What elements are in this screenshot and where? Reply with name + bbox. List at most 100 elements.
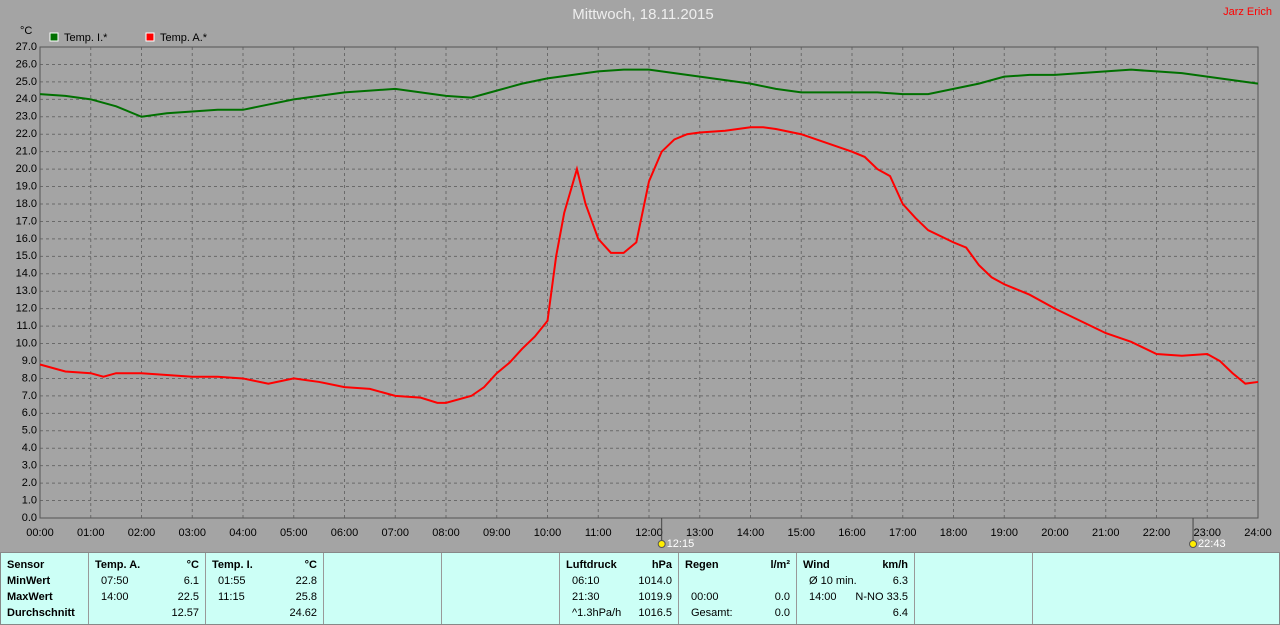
x-tick-label: 14:00 (737, 527, 765, 539)
table-row: 21:30 1019.9 (566, 589, 672, 605)
sun-icon (657, 540, 666, 548)
table-row: Durchschnitt (7, 605, 82, 621)
x-tick-label: 12:00 (635, 527, 663, 539)
column-header: Luftdruck (566, 559, 617, 571)
series-line (39, 68, 1259, 118)
table-column: Sensor MinWert MaxWert Durchschnitt (1, 553, 89, 624)
x-tick-label: 05:00 (280, 527, 308, 539)
y-tick-label: 6.0 (22, 407, 37, 419)
cell-value: 12.57 (171, 607, 199, 619)
legend-label: Temp. I.* (64, 32, 108, 44)
x-tick-label: 04:00 (229, 527, 257, 539)
y-tick-label: 21.0 (16, 146, 37, 158)
table-row: 00:00 0.0 (685, 589, 790, 605)
cell-label: 01:55 (218, 575, 246, 587)
y-tick-label: 24.0 (16, 93, 37, 105)
x-tick-label: 16:00 (838, 527, 866, 539)
x-tick-label: 17:00 (889, 527, 917, 539)
y-tick-label: 26.0 (16, 58, 37, 70)
sun-icon (1189, 540, 1198, 548)
cell-label: 11:15 (218, 591, 245, 603)
column-header: Temp. A. (95, 559, 141, 571)
chart-title: Mittwoch, 18.11.2015 (572, 6, 713, 23)
table-row: MinWert (7, 573, 82, 589)
x-tick-label: 18:00 (940, 527, 968, 539)
y-tick-label: 16.0 (16, 233, 37, 245)
y-tick-label: 23.0 (16, 111, 37, 123)
column-header: Regen (685, 559, 719, 571)
y-axis-label: °C (20, 25, 32, 37)
y-tick-label: 18.0 (16, 198, 37, 210)
x-tick-label: 15:00 (787, 527, 815, 539)
cell-value: 1014.0 (638, 575, 672, 587)
cell-value: 0.0 (774, 607, 790, 619)
y-tick-label: 20.0 (16, 163, 37, 175)
table-column: Temp. I. °C 01:55 22.8 11:15 25.8 24.62 (206, 553, 324, 624)
column-header: Wind (803, 559, 830, 571)
x-tick-label: 07:00 (381, 527, 409, 539)
y-tick-label: 17.0 (16, 215, 37, 227)
table-column (915, 553, 1033, 624)
x-tick-label: 21:00 (1092, 527, 1120, 539)
cell-value: 22.8 (295, 575, 317, 587)
annotation-label: 22:43 (1198, 538, 1226, 550)
table-row: 12.57 (95, 605, 199, 621)
cell-label: 14:00 (809, 591, 837, 603)
table-row: 07:50 6.1 (95, 573, 199, 589)
x-tick-label: 03:00 (178, 527, 206, 539)
y-tick-label: 9.0 (22, 355, 37, 367)
cell-value: 1016.5 (638, 607, 672, 619)
cell-label: Ø 10 min. (809, 575, 857, 587)
y-tick-label: 19.0 (16, 180, 37, 192)
x-tick-label: 20:00 (1041, 527, 1069, 539)
y-tick-label: 2.0 (22, 477, 37, 489)
y-tick-label: 0.0 (22, 512, 37, 524)
table-column: Luftdruck hPa 06:10 1014.0 21:30 1019.9 ^1.3hP… (560, 553, 679, 624)
y-tick-label: 1.0 (22, 494, 37, 506)
x-tick-label: 22:00 (1143, 527, 1171, 539)
x-tick-label: 24:00 (1244, 527, 1272, 539)
y-tick-label: 13.0 (16, 285, 37, 297)
cell-label: 07:50 (101, 575, 129, 587)
x-tick-label: 11:00 (585, 527, 612, 539)
y-tick-label: 22.0 (16, 128, 37, 140)
row-label: MinWert (7, 575, 51, 587)
table-column: Wind km/h Ø 10 min. 6.3 14:00 N-NO 33.5 6.4 (797, 553, 915, 624)
table-row: Ø 10 min. 6.3 (803, 573, 908, 589)
cell-value: 6.3 (892, 575, 908, 587)
table-column (1033, 553, 1151, 624)
y-tick-label: 14.0 (16, 268, 37, 280)
legend-label: Temp. A.* (160, 32, 208, 44)
x-tick-label: 00:00 (26, 527, 54, 539)
annotation-label: 12:15 (667, 538, 695, 550)
legend-swatch (49, 32, 59, 42)
table-row: 6.4 (803, 605, 908, 621)
column-unit: l/m² (770, 559, 790, 571)
y-tick-label: 3.0 (22, 460, 37, 472)
column-unit: hPa (651, 559, 672, 571)
table-row: ^1.3hPa/h 1016.5 (566, 605, 672, 621)
series-line (39, 126, 1259, 404)
table-row: 11:15 25.8 (212, 589, 317, 605)
cell-value: 6.4 (892, 607, 908, 619)
summary-table: Sensor MinWert MaxWert Durchschnitt Temp. A.… (0, 552, 1280, 625)
row-header: Sensor (7, 559, 45, 571)
x-tick-label: 10:00 (534, 527, 562, 539)
cell-label: 06:10 (572, 575, 600, 587)
table-column (324, 553, 442, 624)
table-row: 06:10 1014.0 (566, 573, 672, 589)
x-tick-label: 23:00 (1193, 527, 1221, 539)
y-tick-label: 27.0 (16, 41, 37, 53)
cell-value: 22.5 (177, 591, 199, 603)
row-label: Durchschnitt (7, 607, 75, 619)
y-tick-label: 11.0 (16, 320, 37, 332)
row-label: MaxWert (7, 591, 53, 603)
table-column: Temp. A. °C 07:50 6.1 14:00 22.5 12.57 (89, 553, 206, 624)
y-tick-label: 15.0 (16, 250, 37, 262)
table-row: Regen l/m² (685, 557, 790, 573)
x-tick-label: 19:00 (990, 527, 1018, 539)
y-tick-label: 7.0 (22, 390, 37, 402)
table-row: 01:55 22.8 (212, 573, 317, 589)
column-unit: km/h (882, 559, 908, 571)
